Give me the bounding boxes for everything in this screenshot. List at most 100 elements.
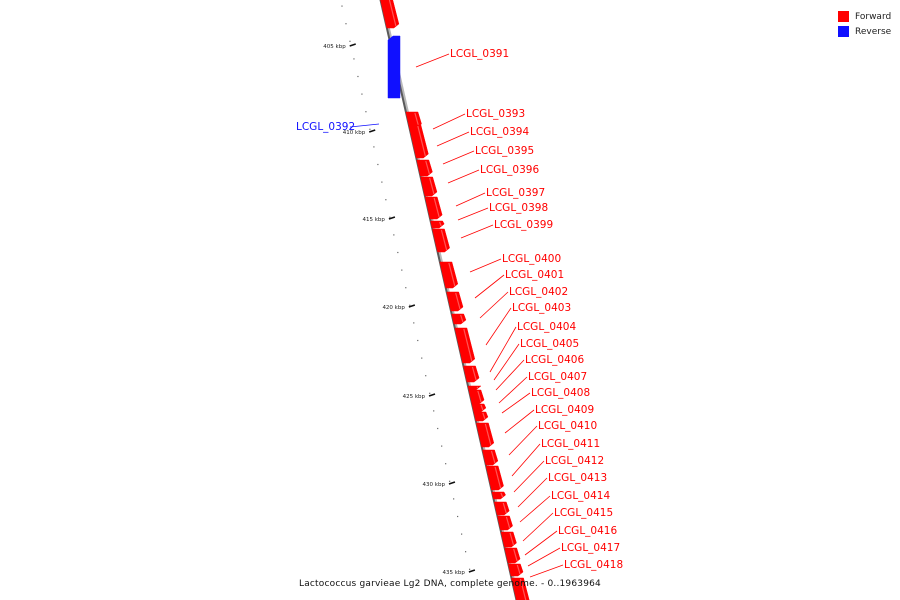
gene-leader-line [479, 291, 509, 319]
gene-leader-line [457, 207, 489, 221]
gene-leader-line [493, 343, 520, 381]
legend-reverse: Reverse [838, 24, 891, 39]
gene-label-lcgl-0406[interactable]: LCGL_0406 [525, 354, 584, 366]
gene-block-shade [505, 516, 511, 529]
gene-label-lcgl-0413[interactable]: LCGL_0413 [548, 472, 607, 484]
gene-label-lcgl-0402[interactable]: LCGL_0402 [509, 286, 568, 298]
ruler-tick-label: 410 kbp [343, 130, 366, 136]
gene-block-shade [513, 548, 518, 562]
gene-label-lcgl-0397[interactable]: LCGL_0397 [486, 187, 545, 199]
gene-label-lcgl-0395[interactable]: LCGL_0395 [475, 145, 534, 157]
gene-block-lcgl-0408[interactable] [473, 411, 489, 422]
gene-label-lcgl-0417[interactable]: LCGL_0417 [561, 542, 620, 554]
ruler-tick [408, 304, 416, 308]
scale-ruler: 405 kbp 410 kbp 415 kbp 420 kbp 425 kbp 430 k… [323, 5, 476, 576]
gene-block-shade [460, 314, 464, 323]
gene-block-shade [429, 177, 435, 195]
legend-forward-label: Forward [855, 11, 892, 22]
gene-label-lcgl-0400[interactable]: LCGL_0400 [502, 253, 561, 265]
gene-block-lcgl-0398[interactable] [430, 220, 445, 229]
gene-block-shade [455, 292, 461, 310]
legend-forward: Forward [838, 9, 891, 24]
ruler-tick [428, 393, 436, 397]
gene-label-lcgl-0416[interactable]: LCGL_0416 [558, 525, 617, 537]
ruler-tick-label: 435 kbp [442, 570, 465, 576]
ruler-tick-label: 425 kbp [403, 394, 426, 400]
gene-block-lcgl-0411[interactable] [485, 465, 504, 491]
gene-label-lcgl-0391[interactable]: LCGL_0391 [450, 48, 509, 60]
gene-block-lcgl-0407[interactable] [471, 403, 487, 413]
gene-block-shade [490, 450, 496, 464]
gene-leader-line [485, 307, 512, 346]
gene-leader-line [447, 169, 480, 184]
gene-leader-line [524, 530, 558, 556]
gene-leader-line [469, 258, 502, 273]
gene-label-lcgl-0414[interactable]: LCGL_0414 [551, 490, 610, 502]
gene-labels: LCGL_0391 LCGL_0392 LCGL_0393 LCGL_0394 LCGL… [296, 48, 623, 578]
gene-block-lcgl-0405[interactable] [467, 385, 482, 391]
gene-leader-line [455, 192, 486, 207]
gene-label-lcgl-0399[interactable]: LCGL_0399 [494, 219, 553, 231]
strand-legend: Forward Reverse [838, 9, 891, 39]
gene-label-lcgl-0403[interactable]: LCGL_0403 [512, 302, 571, 314]
gene-block-lcgl-0417[interactable] [507, 563, 524, 577]
ruler-tick-label: 430 kbp [423, 482, 446, 488]
gene-block-lcgl-0397[interactable] [424, 196, 443, 220]
gene-leader-line [508, 425, 538, 456]
gene-label-lcgl-0412[interactable]: LCGL_0412 [545, 455, 604, 467]
reverse-swatch [838, 26, 849, 37]
gene-label-lcgl-0418[interactable]: LCGL_0418 [564, 559, 623, 571]
gene-leader-line [529, 564, 564, 578]
gene-block-shade [500, 492, 504, 498]
gene-label-lcgl-0410[interactable]: LCGL_0410 [538, 420, 597, 432]
gene-label-lcgl-0392[interactable]: LCGL_0392 [296, 121, 355, 133]
gene-features [380, 0, 530, 600]
gene-block-shade [516, 564, 521, 575]
ruler-tick [468, 569, 476, 573]
gene-label-lcgl-0405[interactable]: LCGL_0405 [520, 338, 579, 350]
gene-leader-line [415, 53, 450, 68]
gene-label-lcgl-0407[interactable]: LCGL_0407 [528, 371, 587, 383]
gene-block-shade [482, 412, 486, 420]
ruler-tick-label: 405 kbp [323, 44, 346, 50]
gene-label-lcgl-0415[interactable]: LCGL_0415 [554, 507, 613, 519]
gene-block-shade [448, 262, 456, 287]
gene-label-lcgl-0401[interactable]: LCGL_0401 [505, 269, 564, 281]
gene-block-shade [440, 229, 448, 251]
gene-block-shade [484, 423, 492, 446]
ruler-tick-label: 420 kbp [382, 305, 405, 311]
gene-block-shade [433, 197, 440, 218]
gene-block-lcgl-0396[interactable] [420, 176, 438, 197]
gene-leader-line [522, 512, 554, 542]
gene-leader-line [501, 392, 531, 414]
gene-label-lcgl-0396[interactable]: LCGL_0396 [480, 164, 539, 176]
ruler-tick [448, 481, 456, 485]
gene-label-lcgl-0409[interactable]: LCGL_0409 [535, 404, 594, 416]
gene-leader-line [442, 150, 475, 165]
gene-block-lcgl-0401[interactable] [446, 291, 464, 312]
gene-label-lcgl-0393[interactable]: LCGL_0393 [466, 108, 525, 120]
gene-label-lcgl-0411[interactable]: LCGL_0411 [541, 438, 600, 450]
gene-leader-line [527, 547, 561, 567]
gene-block-lcgl-0409[interactable] [476, 422, 495, 448]
legend-reverse-label: Reverse [855, 26, 892, 37]
gene-label-lcgl-0404[interactable]: LCGL_0404 [517, 321, 576, 333]
gene-leader-line [498, 376, 528, 404]
gene-label-lcgl-0408[interactable]: LCGL_0408 [531, 387, 590, 399]
gene-block-shade [425, 160, 430, 175]
gene-label-lcgl-0398[interactable]: LCGL_0398 [489, 202, 548, 214]
gene-block-lcgl-0412[interactable] [491, 491, 506, 500]
gene-block-shade [471, 366, 477, 381]
gene-leader-line [436, 131, 470, 147]
gene-block-lcgl-0399[interactable] [432, 228, 450, 253]
gene-block-shade [476, 386, 479, 389]
gene-leader-line [460, 224, 494, 239]
gene-block-shade [417, 125, 426, 157]
gene-block-lcgl-0402[interactable] [451, 313, 467, 325]
forward-swatch [838, 11, 849, 22]
gene-block-lcgl-0392[interactable] [387, 35, 401, 99]
ruler-tick [388, 216, 396, 220]
gene-label-lcgl-0394[interactable]: LCGL_0394 [470, 126, 529, 138]
gene-block-shade [509, 532, 515, 546]
